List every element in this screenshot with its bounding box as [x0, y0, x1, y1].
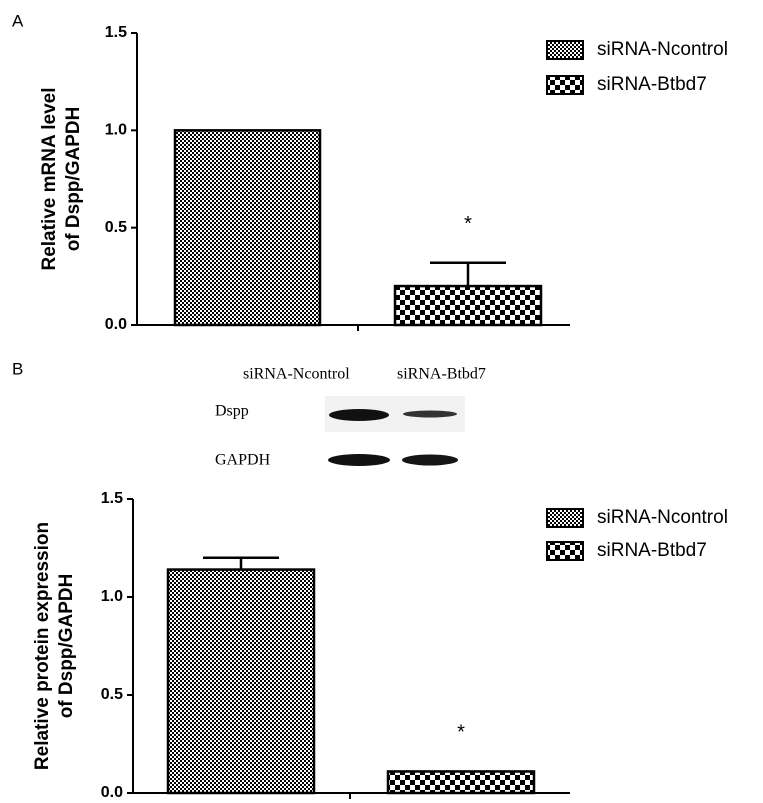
significance-mark: *	[464, 213, 472, 235]
y-tick-label: 1.0	[105, 122, 127, 139]
blot-column-label: siRNA-Ncontrol	[243, 366, 350, 383]
y-tick-label: 0.0	[105, 316, 127, 333]
legend-swatch	[547, 509, 583, 527]
blot-column-label: siRNA-Btbd7	[397, 366, 486, 383]
bar	[168, 570, 314, 793]
y-axis-label-line: of Dspp/GAPDH	[56, 574, 77, 719]
y-axis-label-line: Relative mRNA level	[39, 87, 60, 270]
legend-label: siRNA-Btbd7	[597, 540, 707, 561]
legend-swatch	[547, 76, 583, 94]
y-tick-label: 0.5	[105, 219, 127, 236]
significance-mark: *	[457, 722, 465, 744]
y-tick-label: 0.0	[101, 784, 123, 801]
blot-image	[325, 396, 465, 466]
bar	[175, 130, 320, 325]
y-tick-label: 1.5	[105, 24, 127, 41]
y-axis-label-line: of Dspp/GAPDH	[63, 107, 84, 252]
legend-swatch	[547, 542, 583, 560]
error-bar	[203, 558, 279, 570]
y-tick-label: 1.0	[101, 588, 123, 605]
y-axis-label-line: Relative protein expression	[32, 522, 53, 770]
bar	[388, 771, 534, 793]
bar	[395, 286, 541, 325]
y-tick-label: 1.5	[101, 490, 123, 507]
y-tick-label: 0.5	[101, 686, 123, 703]
legend-label: siRNA-Ncontrol	[597, 507, 728, 528]
figure: ARelative mRNA levelof Dspp/GAPDH0.00.51…	[0, 0, 763, 803]
blot-row-label: GAPDH	[215, 452, 271, 469]
legend-swatch	[547, 41, 583, 59]
panel-label: B	[12, 359, 23, 378]
panel-label: A	[12, 11, 24, 30]
legend-label: siRNA-Ncontrol	[597, 39, 728, 60]
error-bar	[430, 263, 506, 286]
blot-row-label: Dspp	[215, 403, 249, 420]
legend-label: siRNA-Btbd7	[597, 74, 707, 95]
